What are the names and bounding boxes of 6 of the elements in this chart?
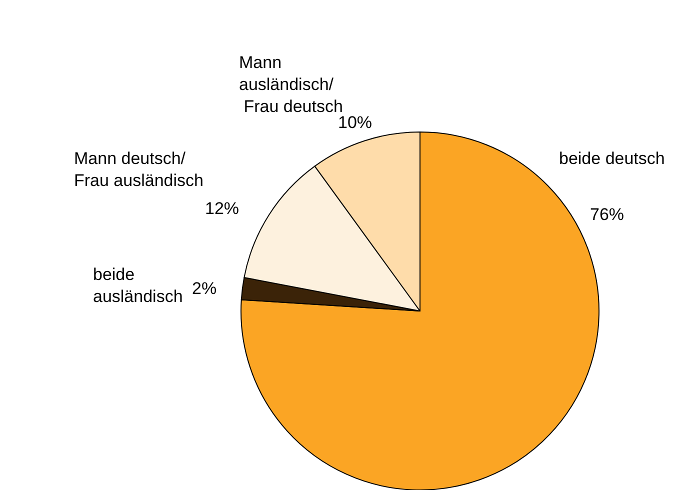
slice-label: beide ausländisch — [93, 265, 183, 306]
data-label: 76% — [590, 205, 624, 224]
data-label: 12% — [205, 199, 240, 218]
slice-label: beide deutsch — [559, 149, 665, 168]
data-label: 2% — [192, 279, 217, 298]
slice-label: Mann deutsch/ Frau ausländisch — [74, 149, 204, 190]
